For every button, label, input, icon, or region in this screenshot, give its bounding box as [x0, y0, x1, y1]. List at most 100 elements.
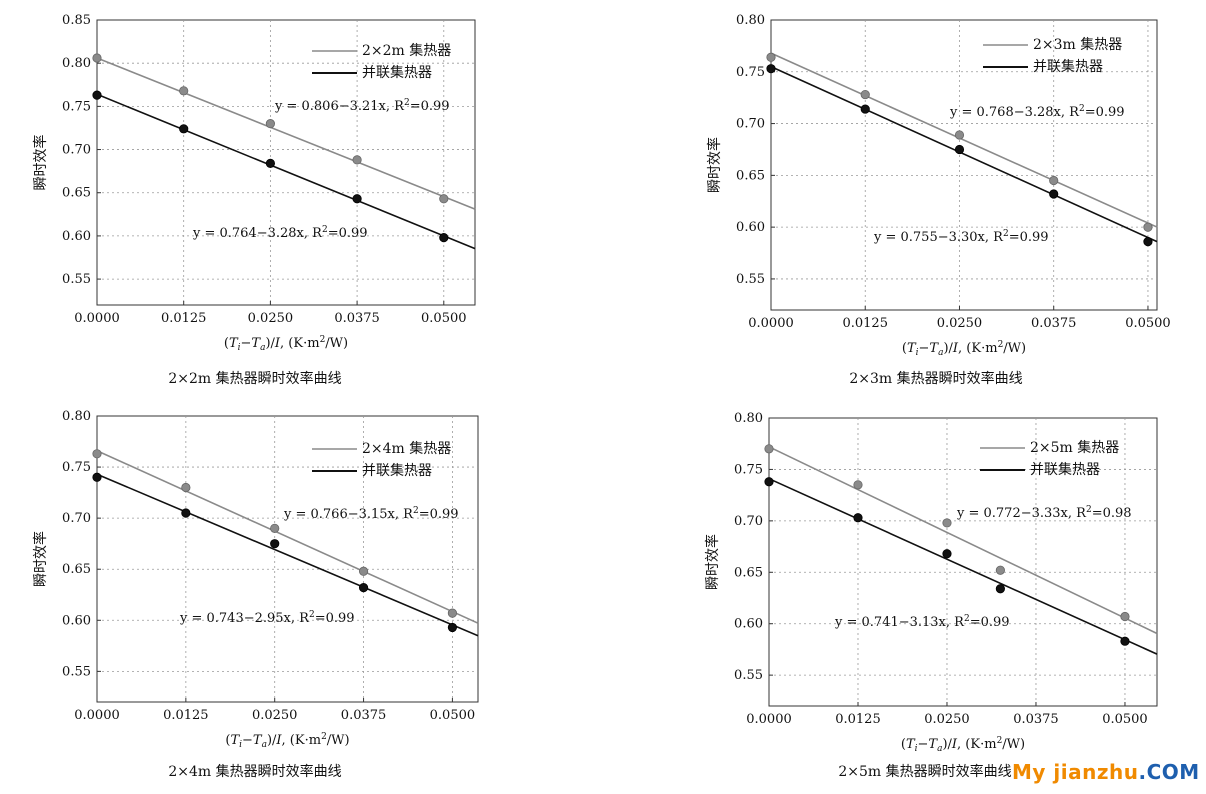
data-point-series-2 [439, 233, 449, 243]
data-point-series-2 [764, 477, 774, 487]
legend-label-series-2: 并联集热器 [1033, 58, 1103, 75]
y-tick-label: 0.60 [734, 617, 763, 632]
y-tick-label: 0.70 [736, 117, 765, 132]
x-axis-label: (Ti−Ta)/I, (K·m2/W) [901, 736, 1025, 754]
data-point-series-1 [92, 53, 102, 63]
equation-label-series-2: y = 0.755−3.30x, R2=0.99 [873, 229, 1049, 245]
data-point-series-2 [92, 472, 102, 482]
data-point-series-2 [954, 144, 965, 155]
x-tick-label: 0.0250 [248, 311, 294, 326]
y-tick-label: 0.55 [62, 272, 91, 287]
watermark-part2: .COM [1138, 760, 1200, 784]
chart-caption: 2×5m 集热器瞬时效率曲线 [838, 763, 1011, 780]
data-point-series-1 [995, 565, 1005, 575]
y-tick-label: 0.65 [734, 565, 763, 580]
y-tick-label: 0.75 [736, 65, 765, 80]
y-tick-label: 0.80 [62, 56, 91, 71]
data-point-series-1 [181, 482, 191, 493]
plot-frame [96, 415, 479, 703]
data-point-series-1 [1120, 611, 1130, 622]
legend-label-series-2: 并联集热器 [362, 64, 432, 81]
y-tick-label: 0.70 [62, 143, 91, 158]
plot-frame [770, 19, 1158, 311]
y-tick-label: 0.70 [734, 514, 763, 529]
y-tick-label: 0.80 [734, 411, 763, 426]
data-point-series-1 [942, 518, 952, 528]
legend-label-series-1: 2×2m 集热器 [362, 42, 451, 59]
legend-label-series-1: 2×3m 集热器 [1033, 36, 1122, 53]
chart-panel-1: 0.55 0.60 0.65 0.70 0.75 0.80 0.85 0.0000 0.0125… [32, 13, 476, 387]
watermark: My jianzhu.COM [1012, 760, 1200, 784]
x-tick-label: 0.0125 [835, 712, 881, 727]
chart-panel-3: 0.55 0.60 0.65 0.70 0.75 0.80 0.0000 0.0125 0.02… [32, 409, 479, 780]
y-tick-label: 0.85 [62, 13, 91, 28]
data-point-series-2 [352, 194, 362, 204]
data-point-series-1 [860, 89, 870, 100]
x-tick-label: 0.0125 [842, 316, 888, 331]
data-point-series-2 [270, 539, 280, 549]
equation-label-series-2: y = 0.743−2.95x, R2=0.99 [179, 610, 355, 626]
data-point-series-2 [92, 90, 102, 100]
y-tick-label: 0.65 [736, 168, 765, 183]
y-tick-label: 0.60 [62, 229, 91, 244]
y-tick-label: 0.55 [736, 272, 765, 287]
legend-label-series-1: 2×5m 集热器 [1030, 439, 1119, 456]
y-tick-label: 0.80 [62, 409, 91, 424]
data-point-series-2 [447, 622, 458, 633]
data-point-series-2 [942, 549, 952, 559]
data-point-series-2 [860, 104, 870, 114]
y-tick-label: 0.75 [62, 460, 91, 475]
data-point-series-2 [853, 513, 863, 523]
x-tick-label: 0.0125 [163, 708, 209, 723]
x-tick-label: 0.0000 [746, 712, 792, 727]
x-tick-label: 0.0375 [1013, 712, 1059, 727]
data-point-series-1 [358, 566, 369, 576]
data-point-series-1 [265, 119, 275, 129]
watermark-part1: My jianzhu [1012, 760, 1139, 784]
chart-caption: 2×2m 集热器瞬时效率曲线 [168, 370, 341, 387]
equation-label-series-1: y = 0.806−3.21x, R2=0.99 [274, 98, 450, 114]
x-tick-label: 0.0000 [74, 311, 120, 326]
fit-line-series-2 [96, 473, 479, 637]
y-tick-label: 0.80 [736, 13, 765, 28]
fit-line-series-2 [770, 65, 1158, 243]
equation-label-series-1: y = 0.766−3.15x, R2=0.99 [283, 506, 459, 522]
y-axis-label: 瞬时效率 [32, 531, 49, 587]
plot-frame [96, 19, 476, 306]
data-point-series-1 [766, 52, 776, 62]
equation-label-series-2: y = 0.741−3.13x, R2=0.99 [834, 614, 1010, 630]
data-point-series-1 [92, 449, 102, 459]
data-point-series-1 [1049, 175, 1059, 186]
x-axis-label: (Ti−Ta)/I, (K·m2/W) [224, 335, 348, 353]
chart-panel-2: 0.55 0.60 0.65 0.70 0.75 0.80 0.0000 0.0125 0.02… [706, 13, 1171, 387]
x-tick-label: 0.0500 [430, 708, 476, 723]
data-point-series-2 [358, 582, 369, 593]
data-point-series-1 [352, 155, 362, 165]
legend-label-series-2: 并联集热器 [362, 462, 432, 479]
fit-line-series-1 [770, 52, 1158, 228]
y-axis-label: 瞬时效率 [706, 137, 723, 193]
data-point-series-2 [181, 508, 191, 518]
x-tick-label: 0.0250 [924, 712, 970, 727]
fit-line-series-1 [768, 446, 1158, 635]
y-tick-label: 0.60 [62, 613, 91, 628]
x-tick-label: 0.0125 [161, 311, 207, 326]
legend-label-series-2: 并联集热器 [1030, 461, 1100, 478]
fit-line-series-1 [96, 449, 479, 624]
data-point-series-1 [1143, 222, 1153, 232]
data-point-series-1 [439, 194, 449, 204]
chart-panel-4: 0.55 0.60 0.65 0.70 0.75 0.80 0.0000 0.0125 0.02… [704, 411, 1158, 780]
chart-caption: 2×3m 集热器瞬时效率曲线 [849, 370, 1022, 387]
plot-frame [768, 417, 1158, 707]
equation-label-series-1: y = 0.768−3.28x, R2=0.99 [949, 104, 1125, 120]
x-tick-label: 0.0500 [1102, 712, 1148, 727]
charts-group: 0.55 0.60 0.65 0.70 0.75 0.80 0.85 0.0000 0.0125… [32, 13, 1171, 780]
data-point-series-2 [995, 584, 1005, 594]
data-point-series-2 [766, 64, 776, 74]
data-point-series-1 [179, 86, 189, 96]
y-tick-label: 0.70 [62, 511, 91, 526]
data-point-series-1 [853, 480, 863, 490]
data-point-series-2 [1120, 636, 1130, 646]
fit-line-series-2 [768, 477, 1158, 655]
